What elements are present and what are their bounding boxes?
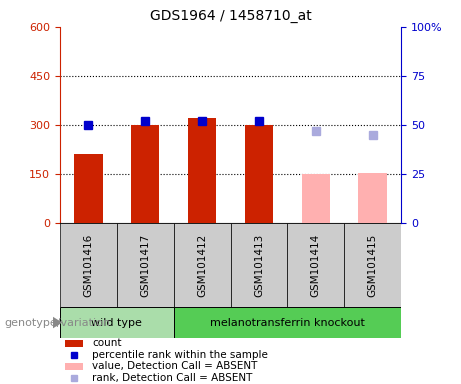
- Bar: [74, 154, 102, 223]
- Bar: [245, 125, 273, 223]
- Text: GSM101417: GSM101417: [140, 233, 150, 296]
- Text: GSM101414: GSM101414: [311, 233, 321, 296]
- Bar: [117, 223, 174, 307]
- Text: percentile rank within the sample: percentile rank within the sample: [92, 350, 268, 360]
- Text: wild type: wild type: [91, 318, 142, 328]
- Bar: [358, 173, 387, 223]
- Bar: [287, 223, 344, 307]
- Text: melanotransferrin knockout: melanotransferrin knockout: [210, 318, 365, 328]
- Bar: [344, 223, 401, 307]
- Bar: [131, 125, 160, 223]
- Bar: [188, 118, 216, 223]
- Bar: [174, 223, 230, 307]
- Text: GSM101416: GSM101416: [83, 233, 94, 296]
- Bar: [65, 363, 83, 370]
- Bar: [230, 223, 287, 307]
- Text: genotype/variation: genotype/variation: [5, 318, 111, 328]
- Bar: [60, 307, 174, 338]
- Text: value, Detection Call = ABSENT: value, Detection Call = ABSENT: [92, 361, 258, 371]
- Text: GSM101415: GSM101415: [367, 233, 378, 296]
- Text: rank, Detection Call = ABSENT: rank, Detection Call = ABSENT: [92, 373, 253, 383]
- Text: GSM101413: GSM101413: [254, 233, 264, 296]
- Title: GDS1964 / 1458710_at: GDS1964 / 1458710_at: [150, 9, 311, 23]
- Bar: [65, 340, 83, 347]
- Bar: [301, 174, 330, 223]
- Text: count: count: [92, 338, 122, 348]
- Bar: [60, 223, 117, 307]
- Bar: [174, 307, 401, 338]
- Text: GSM101412: GSM101412: [197, 233, 207, 296]
